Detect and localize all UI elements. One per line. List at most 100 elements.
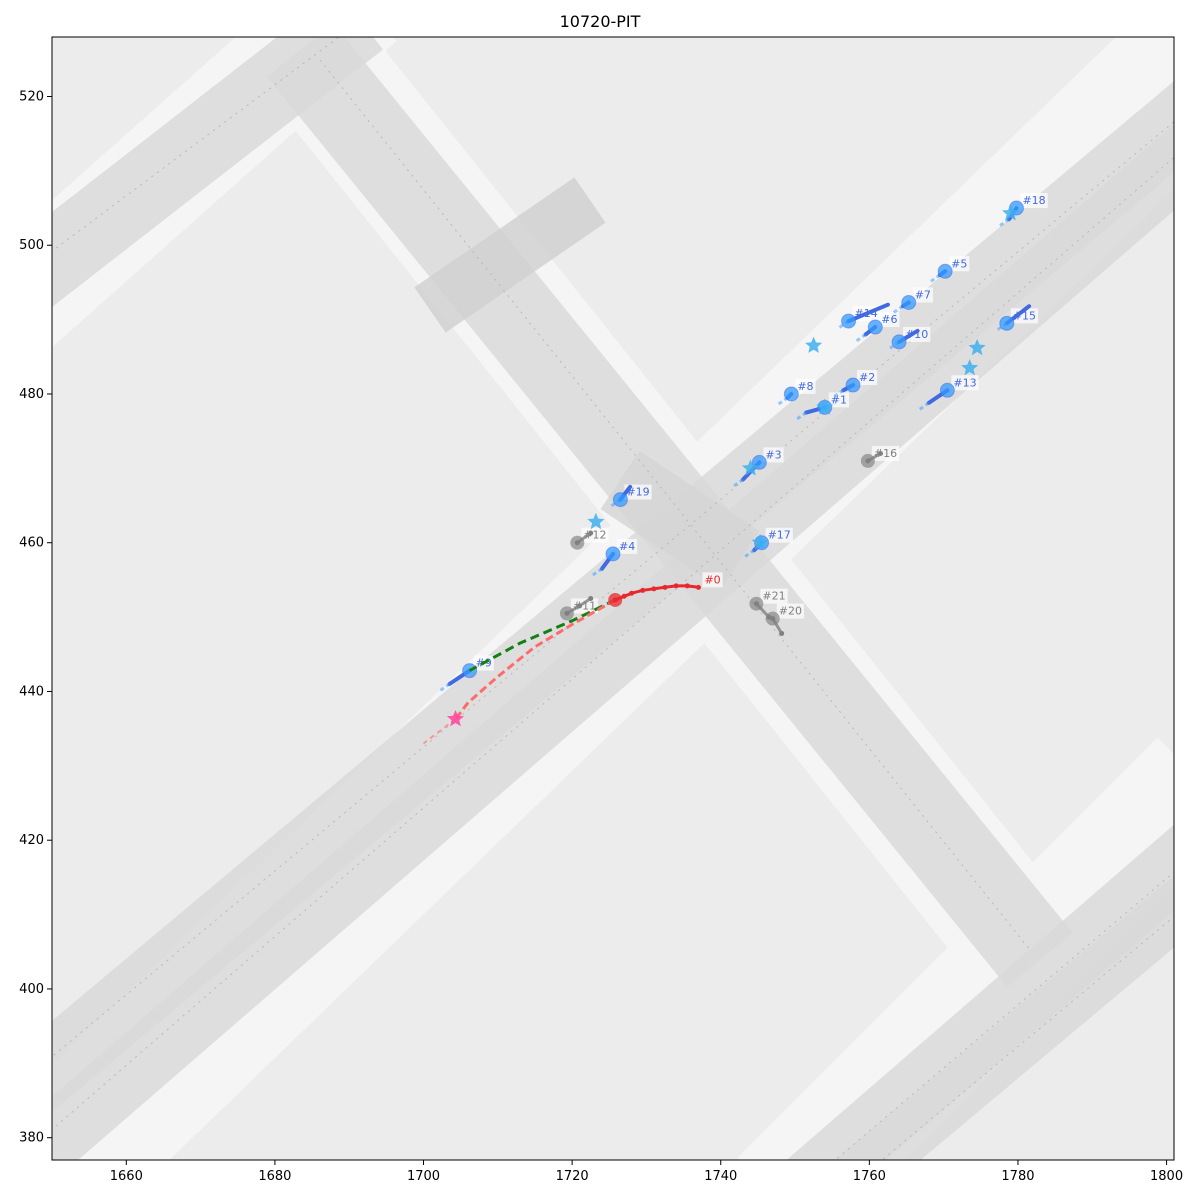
static-agent-track-point [588, 530, 594, 536]
focal-history-point [621, 593, 627, 599]
vehicle-future-hint [832, 389, 845, 399]
y-tick-label: 400 [19, 982, 44, 997]
chart-title: 10720-PIT [559, 12, 641, 31]
static-agent-label: #16 [874, 447, 897, 460]
sidewalk-area [737, 737, 1174, 1160]
x-tick-label: 1760 [853, 1169, 886, 1184]
vehicle-future-hint [438, 682, 451, 693]
vehicle-marker [462, 663, 478, 679]
vehicle-goal-star [751, 533, 769, 550]
lane-centerline [881, 916, 1174, 1160]
static-agent-track-point [588, 596, 594, 601]
road-lane [52, 124, 1174, 1160]
static-agent-marker [860, 453, 875, 468]
vehicle-goal-star [816, 398, 834, 415]
road-lane [786, 824, 1174, 1160]
crosswalk [414, 177, 606, 333]
agent-label-background [879, 312, 900, 328]
static-agent-label: #11 [573, 599, 596, 612]
vehicle-label: #19 [626, 486, 649, 499]
focal-history-point [662, 584, 668, 590]
agent-label-background [828, 392, 849, 408]
focal-history-point [629, 590, 635, 596]
road-lane [834, 875, 1174, 1160]
vehicle-label: #7 [915, 289, 931, 302]
vehicle-marker [867, 319, 883, 335]
static-agent-track-point [877, 450, 883, 456]
vehicle-goal-star [1002, 204, 1020, 221]
y-tick-label: 500 [19, 238, 44, 253]
static-agent-track-point [577, 603, 583, 609]
vehicle-marker [612, 492, 628, 508]
vehicle-label: #1 [831, 393, 847, 406]
agent-label-background [951, 375, 979, 391]
agent-label-background [765, 527, 793, 543]
focal-history-point [651, 586, 657, 592]
static-agent-marker [559, 606, 574, 621]
vehicle-label: #2 [859, 371, 875, 384]
static-agent-marker [570, 535, 585, 550]
vehicle-marker [937, 263, 953, 279]
x-tick-label: 1660 [110, 1169, 143, 1184]
agent-label-background [1020, 193, 1048, 209]
agent-label-background [760, 588, 788, 604]
agent-label-background [702, 572, 723, 588]
predicted-trajectory [468, 598, 616, 672]
agent-label-background [857, 370, 878, 386]
static-agent-track-point [779, 630, 785, 636]
agent-label-background [617, 538, 638, 554]
vehicle-marker [939, 382, 955, 398]
vehicle-label: #4 [619, 540, 635, 553]
lane-centerline [319, 59, 1031, 951]
static-agent-marker [749, 596, 764, 611]
vehicle-future-hint [732, 478, 744, 488]
vehicle-future-hint [891, 304, 904, 315]
static-agent-label: #20 [779, 605, 802, 618]
agent-label-background [912, 287, 933, 303]
agent-label-background [871, 445, 900, 461]
vehicle-future-hint [854, 333, 867, 343]
vehicle-goal-star [968, 338, 986, 356]
focal-history-point [695, 584, 701, 590]
focal-agent-label: #0 [704, 573, 720, 586]
y-tick-label: 460 [19, 536, 44, 551]
vehicle-label: #18 [1022, 194, 1045, 207]
x-axis: 1660 1680 1700 1720 1740 1760 1780 1800 [110, 1160, 1183, 1184]
y-tick-label: 440 [19, 684, 44, 699]
vehicle-marker [901, 295, 917, 311]
agent-label-background [795, 378, 816, 394]
focal-history-point [640, 587, 646, 593]
x-tick-label: 1700 [407, 1169, 440, 1184]
x-tick-label: 1780 [1001, 1169, 1034, 1184]
vehicle-goal-star [587, 512, 605, 530]
agent-label-background [1010, 308, 1039, 324]
vehicle-label: #5 [951, 257, 967, 270]
vehicle-future-hint [743, 548, 756, 559]
focal-history-point [673, 583, 679, 589]
vehicle-goal-star [741, 459, 759, 476]
focal-ground-truth-future [454, 598, 616, 720]
focal-future-extension [422, 718, 457, 745]
agent-label-background [949, 256, 970, 272]
y-tick-label: 480 [19, 387, 44, 402]
focal-goal-star [446, 710, 464, 727]
vehicle-marker [999, 315, 1015, 331]
x-tick-label: 1680 [258, 1169, 291, 1184]
agent-label-background [570, 598, 599, 614]
static-agent-track-point [766, 614, 772, 620]
lane-centerline [52, 121, 1174, 1058]
y-tick-label: 420 [19, 833, 44, 848]
agent-label-background [763, 447, 784, 463]
y-axis: 380 400 420 440 460 480 500 520 [19, 89, 52, 1146]
vehicle-label: #6 [881, 313, 897, 326]
x-tick-label: 1720 [556, 1169, 589, 1184]
vehicle-future-hint [998, 217, 1010, 228]
vehicle-future-hint [917, 401, 930, 412]
vehicle-future-hint [929, 273, 941, 284]
agent-label-background [581, 527, 609, 543]
agent-label-background [903, 326, 931, 342]
vehicle-label: #17 [768, 529, 791, 542]
agent-label-background [776, 603, 804, 619]
x-tick-label: 1740 [704, 1169, 737, 1184]
